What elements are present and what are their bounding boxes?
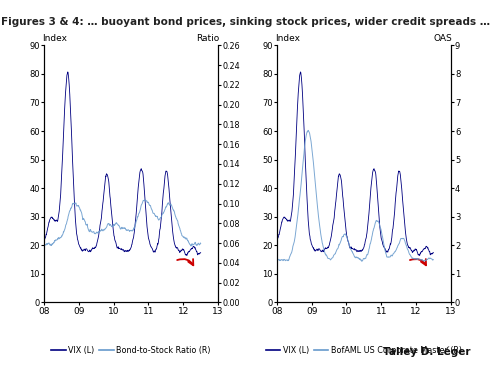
Legend: VIX (L), Bond-to-Stock Ratio (R): VIX (L), Bond-to-Stock Ratio (R) (48, 342, 214, 358)
Text: Figures 3 & 4: … buoyant bond prices, sinking stock prices, wider credit spreads: Figures 3 & 4: … buoyant bond prices, si… (0, 17, 490, 27)
Text: Talley D. Léger: Talley D. Léger (383, 347, 470, 357)
Text: Index: Index (42, 34, 67, 43)
Legend: VIX (L), BofAML US Corporate Master (R): VIX (L), BofAML US Corporate Master (R) (263, 342, 465, 358)
Text: OAS: OAS (434, 34, 453, 43)
Text: Ratio: Ratio (196, 34, 220, 43)
Text: Index: Index (275, 34, 300, 43)
